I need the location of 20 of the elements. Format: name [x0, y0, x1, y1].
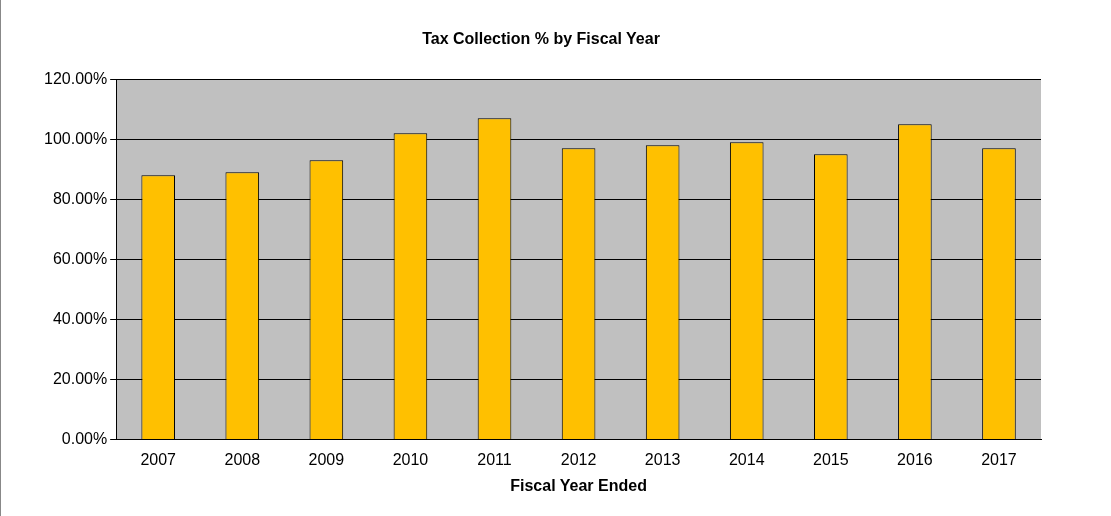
y-tick-label: 100.00%: [43, 129, 108, 147]
x-tick-label: 2008: [224, 450, 261, 468]
x-tick-label: 2017: [981, 450, 1017, 468]
x-tick-label: 2012: [560, 450, 597, 468]
x-tick-label: 2010: [392, 450, 429, 468]
chart-title: Tax Collection % by Fiscal Year: [422, 30, 660, 48]
x-tick-label: 2013: [644, 450, 681, 468]
x-tick-label: 2016: [897, 450, 933, 468]
y-tick-label: 120.00%: [43, 69, 108, 87]
y-tick-label: 40.00%: [52, 309, 108, 327]
x-tick-label: 2011: [477, 450, 512, 468]
x-tick-label: 2015: [813, 450, 849, 468]
x-tick-label: 2014: [728, 450, 765, 468]
x-tick-label: 2007: [140, 450, 177, 468]
y-tick-label: 20.00%: [52, 369, 108, 387]
y-tick-label: 60.00%: [52, 249, 108, 267]
y-tick-label: 80.00%: [52, 189, 108, 207]
y-tick-label: 0.00%: [61, 430, 108, 448]
x-tick-label: 2009: [308, 450, 345, 468]
x-axis-title: Fiscal Year Ended: [510, 476, 647, 494]
